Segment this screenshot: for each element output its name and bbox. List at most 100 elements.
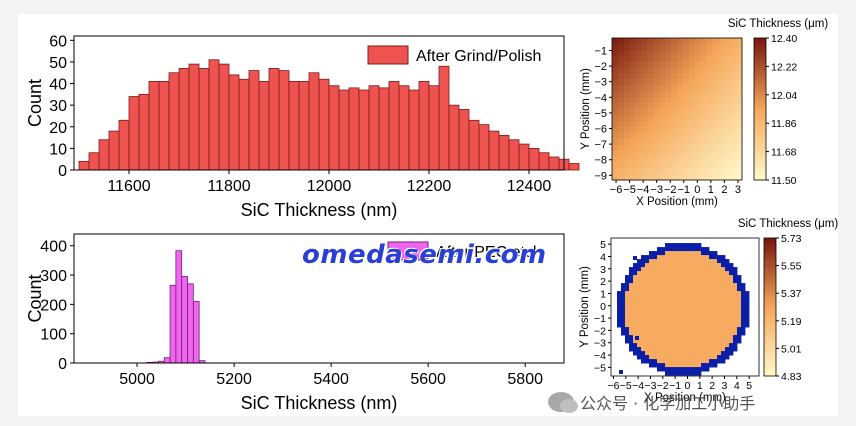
map3-cell [677,132,684,140]
map3-cell [612,79,619,86]
map4-cell [729,323,734,328]
map4-cell [665,255,670,260]
map4-cell [717,323,722,328]
map3-cell [629,144,637,151]
map3-cell [677,109,684,116]
map4-cell [645,315,650,320]
map4-cell [669,307,674,312]
map3-cell [641,85,648,92]
map3-cell [671,144,678,151]
map4-edge-cell [741,287,746,292]
map4-colorbar-step [764,272,776,277]
map4-cell [665,323,670,328]
map4-cell [677,299,682,304]
map4-cell [649,343,654,348]
map4-cell [733,327,738,332]
map4-cell [645,287,650,292]
map4-cell [669,271,674,276]
map3-title: SiC Thickness (μm) [728,18,829,30]
map4-edge-cell [713,363,718,368]
map4-edge-cell [641,263,646,268]
hist1-ytick-label: 50 [49,55,67,72]
map4-cell [673,271,678,276]
map4-cell [705,271,710,276]
map3-cell [677,156,684,163]
map4-cell [681,319,686,324]
map3-cell [647,168,654,175]
map4-colorbar-step [764,372,776,377]
hist1-bar [218,63,230,171]
map4-edge-cell [633,351,638,356]
hist1-bar [198,68,210,171]
map3-cell [736,132,743,140]
map4-cell [689,347,694,352]
map4-cell [725,299,730,304]
map4-edge-cell [637,347,642,352]
map4-cell [717,271,722,276]
map3-cell [730,156,737,163]
map4-cell [665,283,670,288]
map4-edge-cell [685,243,690,248]
map4-cell [629,291,634,296]
map3-cell [736,73,743,80]
hist1-bar [308,72,320,171]
map3-cell [653,97,660,104]
map4-cell [681,359,686,364]
map4-cell [717,339,722,344]
map3-frame [611,37,743,181]
map3-cell [671,174,678,181]
map3-cell [688,120,696,128]
map4-cell [677,279,682,284]
map4-cell [721,327,726,332]
map4-cell [705,331,710,336]
map4-edge-cell [713,359,718,364]
map3-cell [665,67,672,74]
map4-edge-cell [737,283,742,288]
map3-cell [694,156,702,163]
map3-cell [736,162,743,169]
map4-edge-cell [625,279,630,284]
map4-cell [685,355,690,360]
map4-edge-cell [737,339,742,344]
map3-cell [688,79,696,86]
map4-cell [653,275,658,280]
map3-cell [617,126,625,134]
map3-cell [617,91,625,98]
map3-cell [682,79,690,86]
map4-edge-cell [725,259,730,264]
map4-cell [701,263,706,268]
map3-xtick-label: −6 [610,184,623,196]
map4-colorbar-step [764,307,776,312]
map4-cell [669,359,674,364]
map4-cell [665,335,670,340]
map4-cell [733,291,738,296]
map4-cell [669,351,674,356]
map3-colorbar-step [754,158,766,163]
map4-cell [693,287,698,292]
hist1-bar [208,59,220,171]
map4-cell [673,339,678,344]
map4-cell [625,311,630,316]
map3-cell [617,49,625,57]
map4-cell [669,263,674,268]
map4-colorbar-step [764,255,776,260]
map4-cell [653,303,658,308]
hist1-ytick-label: 40 [49,77,67,94]
map4-cell [669,319,674,324]
map3-cell [706,109,713,116]
map3-cell [688,150,696,157]
map4-cell [725,303,730,308]
map4-cell [717,263,722,268]
map3-cell [617,79,625,86]
map4-cell [637,279,642,284]
hist1-bar [438,65,450,171]
map4-cell [673,259,678,264]
map4-cell [629,331,634,336]
map4-cell [725,291,730,296]
map3-cell [736,114,743,122]
map4-cell [673,299,678,304]
map4-edge-cell [665,367,670,372]
map4-cell [709,315,714,320]
map3-cell [712,38,719,45]
map4-cell [633,311,638,316]
